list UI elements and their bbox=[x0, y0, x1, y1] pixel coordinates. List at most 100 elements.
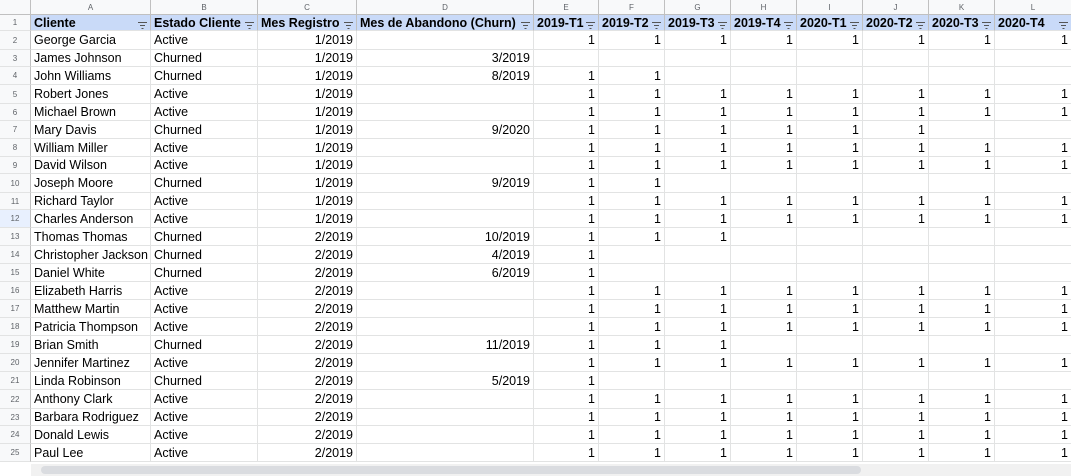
row-header[interactable]: 13 bbox=[0, 228, 31, 246]
filter-icon[interactable] bbox=[916, 22, 925, 29]
data-cell[interactable]: 1 bbox=[665, 300, 731, 318]
column-header-b[interactable]: B bbox=[151, 0, 258, 15]
data-cell[interactable]: 1/2019 bbox=[258, 31, 357, 50]
data-cell[interactable]: 9/2019 bbox=[357, 174, 534, 193]
data-cell[interactable]: 1/2019 bbox=[258, 85, 357, 104]
data-cell[interactable] bbox=[357, 85, 534, 104]
data-cell[interactable] bbox=[929, 336, 995, 354]
row-header[interactable]: 20 bbox=[0, 354, 31, 372]
data-cell[interactable] bbox=[995, 264, 1071, 282]
data-cell[interactable]: 1 bbox=[599, 174, 665, 193]
data-cell[interactable]: 1 bbox=[599, 336, 665, 354]
data-cell[interactable]: 9/2020 bbox=[357, 121, 534, 139]
data-cell[interactable]: Active bbox=[151, 318, 258, 336]
data-cell[interactable] bbox=[929, 372, 995, 390]
data-cell[interactable] bbox=[995, 67, 1071, 85]
data-cell[interactable] bbox=[863, 174, 929, 193]
data-cell[interactable]: 1 bbox=[731, 104, 797, 121]
row-header[interactable]: 21 bbox=[0, 372, 31, 390]
data-cell[interactable] bbox=[929, 67, 995, 85]
data-cell[interactable]: 1 bbox=[599, 409, 665, 426]
data-cell[interactable]: 1 bbox=[863, 157, 929, 174]
data-cell[interactable]: 1 bbox=[534, 300, 599, 318]
row-header[interactable]: 7 bbox=[0, 121, 31, 139]
data-cell[interactable]: Active bbox=[151, 300, 258, 318]
data-cell[interactable] bbox=[863, 246, 929, 264]
data-cell[interactable] bbox=[863, 67, 929, 85]
header-cell[interactable]: 2020-T1 bbox=[797, 15, 863, 31]
data-cell[interactable]: Brian Smith bbox=[31, 336, 151, 354]
data-cell[interactable] bbox=[929, 121, 995, 139]
data-cell[interactable]: Churned bbox=[151, 50, 258, 67]
data-cell[interactable]: 1 bbox=[534, 121, 599, 139]
data-cell[interactable] bbox=[665, 264, 731, 282]
data-cell[interactable]: John Williams bbox=[31, 67, 151, 85]
data-cell[interactable]: 1 bbox=[797, 282, 863, 300]
data-cell[interactable]: 1 bbox=[599, 139, 665, 157]
data-cell[interactable] bbox=[995, 174, 1071, 193]
data-cell[interactable] bbox=[357, 300, 534, 318]
column-header-e[interactable]: E bbox=[534, 0, 599, 15]
data-cell[interactable]: 1 bbox=[665, 139, 731, 157]
data-cell[interactable]: 1 bbox=[665, 157, 731, 174]
data-cell[interactable] bbox=[797, 67, 863, 85]
header-cell[interactable]: 2019-T3 bbox=[665, 15, 731, 31]
data-cell[interactable]: 1 bbox=[797, 318, 863, 336]
data-cell[interactable]: 1 bbox=[995, 354, 1071, 372]
data-cell[interactable]: 1 bbox=[929, 157, 995, 174]
data-cell[interactable] bbox=[731, 264, 797, 282]
data-cell[interactable]: Active bbox=[151, 210, 258, 228]
data-cell[interactable]: 1 bbox=[599, 210, 665, 228]
data-cell[interactable]: 1 bbox=[863, 300, 929, 318]
data-cell[interactable]: Paul Lee bbox=[31, 444, 151, 462]
column-header-l[interactable]: L bbox=[995, 0, 1071, 15]
data-cell[interactable]: 1 bbox=[665, 228, 731, 246]
data-cell[interactable]: 1 bbox=[534, 228, 599, 246]
column-header-j[interactable]: J bbox=[863, 0, 929, 15]
data-cell[interactable]: Churned bbox=[151, 121, 258, 139]
data-cell[interactable]: 11/2019 bbox=[357, 336, 534, 354]
data-cell[interactable]: 1/2019 bbox=[258, 174, 357, 193]
data-cell[interactable]: 1 bbox=[995, 318, 1071, 336]
data-cell[interactable]: 3/2019 bbox=[357, 50, 534, 67]
header-cell[interactable]: 2020-T2 bbox=[863, 15, 929, 31]
data-cell[interactable]: 1 bbox=[534, 409, 599, 426]
data-cell[interactable]: 2/2019 bbox=[258, 372, 357, 390]
data-cell[interactable]: 1 bbox=[929, 31, 995, 50]
header-cell[interactable]: 2020-T3 bbox=[929, 15, 995, 31]
data-cell[interactable]: Daniel White bbox=[31, 264, 151, 282]
data-cell[interactable]: 10/2019 bbox=[357, 228, 534, 246]
data-cell[interactable] bbox=[357, 139, 534, 157]
data-cell[interactable]: 1 bbox=[665, 282, 731, 300]
data-cell[interactable]: 1 bbox=[665, 85, 731, 104]
data-cell[interactable] bbox=[929, 174, 995, 193]
data-cell[interactable]: 1 bbox=[797, 139, 863, 157]
data-cell[interactable]: 1 bbox=[665, 409, 731, 426]
data-cell[interactable]: 1 bbox=[863, 85, 929, 104]
header-cell[interactable]: 2019-T1 bbox=[534, 15, 599, 31]
data-cell[interactable]: 2/2019 bbox=[258, 318, 357, 336]
horizontal-scrollbar[interactable] bbox=[31, 464, 1071, 476]
data-cell[interactable]: David Wilson bbox=[31, 157, 151, 174]
header-cell[interactable]: 2019-T4 bbox=[731, 15, 797, 31]
data-cell[interactable]: 1 bbox=[665, 444, 731, 462]
data-cell[interactable]: Churned bbox=[151, 372, 258, 390]
select-all-corner[interactable] bbox=[0, 0, 31, 15]
data-cell[interactable]: 5/2019 bbox=[357, 372, 534, 390]
data-cell[interactable] bbox=[797, 246, 863, 264]
data-cell[interactable]: 1 bbox=[797, 104, 863, 121]
filter-icon[interactable] bbox=[344, 22, 353, 29]
row-header[interactable]: 12 bbox=[0, 210, 31, 228]
data-cell[interactable] bbox=[357, 444, 534, 462]
data-cell[interactable]: 1 bbox=[797, 300, 863, 318]
data-cell[interactable]: 1 bbox=[599, 67, 665, 85]
data-cell[interactable]: Richard Taylor bbox=[31, 193, 151, 210]
data-cell[interactable]: 1 bbox=[665, 210, 731, 228]
data-cell[interactable] bbox=[797, 174, 863, 193]
row-header[interactable]: 25 bbox=[0, 444, 31, 462]
data-cell[interactable]: 2/2019 bbox=[258, 264, 357, 282]
data-cell[interactable]: Robert Jones bbox=[31, 85, 151, 104]
data-cell[interactable] bbox=[995, 336, 1071, 354]
data-cell[interactable]: 1 bbox=[731, 139, 797, 157]
data-cell[interactable]: 1/2019 bbox=[258, 67, 357, 85]
